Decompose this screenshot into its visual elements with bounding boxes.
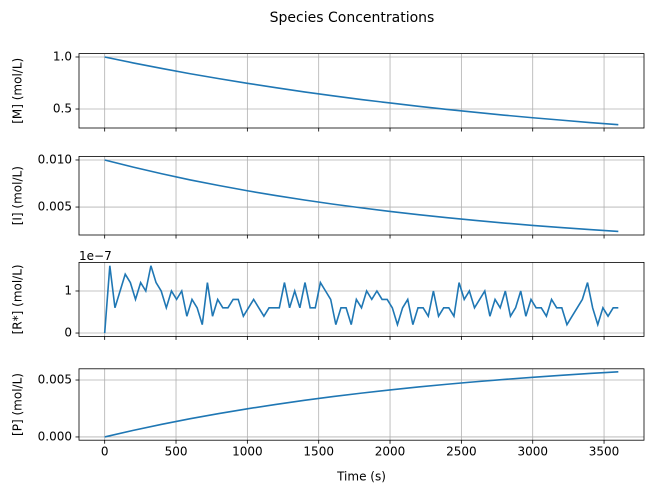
y-axis-label: [R*] (mol/L) bbox=[11, 264, 25, 334]
y-tick-label: 0.000 bbox=[38, 429, 72, 443]
axes-frame bbox=[78, 368, 645, 441]
axes-frame bbox=[78, 261, 645, 337]
subplot: 0.005 0.010 [I] (mol/L) bbox=[11, 152, 645, 239]
x-tick-label: 500 bbox=[165, 445, 188, 459]
subplot: 0.5 1.0 [M] (mol/L) bbox=[11, 49, 645, 132]
x-tick-label: 3000 bbox=[517, 445, 548, 459]
y-tick-label: 0 bbox=[64, 326, 72, 340]
data-line bbox=[104, 159, 619, 233]
offset-label: 1e−7 bbox=[79, 249, 112, 263]
y-tick-label: 0.005 bbox=[38, 200, 72, 214]
y-axis-label: [M] (mol/L) bbox=[11, 58, 25, 124]
y-tick-label: 1.0 bbox=[53, 49, 72, 63]
data-line bbox=[103, 265, 619, 334]
axes-frame bbox=[78, 53, 645, 129]
x-tick-label: 2000 bbox=[375, 445, 406, 459]
x-axis-label: Time (s) bbox=[336, 470, 386, 484]
subplot: 0 500 1000 1500 2000 2500 3000 3500 0.000 0.005 [P… bbox=[11, 368, 645, 484]
y-tick-label: 0.010 bbox=[38, 152, 72, 166]
subplot: 0 1 [R*] (mol/L) 1e−7 bbox=[11, 249, 645, 340]
x-tick-label: 1500 bbox=[303, 445, 334, 459]
y-tick-label: 0.5 bbox=[53, 102, 72, 116]
y-axis-label: [I] (mol/L) bbox=[11, 166, 25, 225]
data-line bbox=[104, 370, 619, 438]
y-tick-label: 1 bbox=[64, 283, 72, 297]
x-tick-label: 3500 bbox=[589, 445, 620, 459]
x-tick-label: 2500 bbox=[446, 445, 477, 459]
figure-title: Species Concentrations bbox=[270, 10, 435, 26]
axes-frame bbox=[78, 155, 645, 236]
y-tick-label: 0.005 bbox=[38, 373, 72, 387]
y-axis-label: [P] (mol/L) bbox=[11, 373, 25, 436]
x-tick-label: 1000 bbox=[232, 445, 263, 459]
x-tick-label: 0 bbox=[101, 445, 109, 459]
data-line bbox=[104, 56, 619, 126]
